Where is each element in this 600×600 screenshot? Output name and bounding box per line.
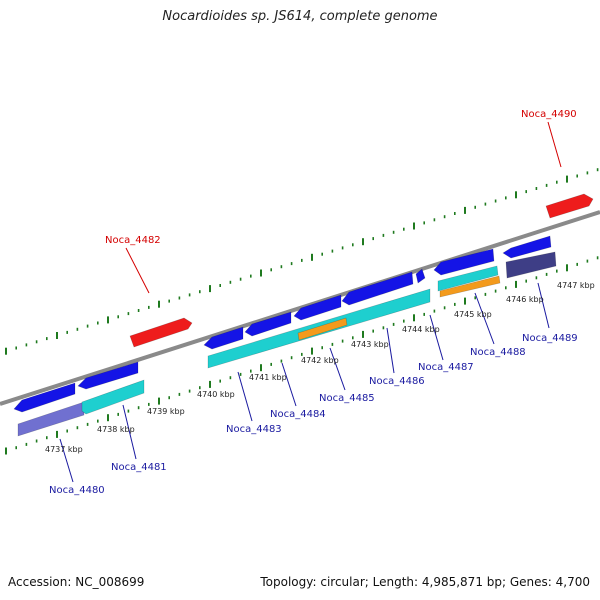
- gene-blue-9[interactable]: [502, 235, 552, 259]
- accession-text: Accession: NC_008699: [8, 575, 145, 589]
- label-noca-4487[interactable]: Noca_4487: [418, 362, 474, 373]
- label-noca-4480[interactable]: Noca_4480: [49, 485, 105, 496]
- label-noca-4483[interactable]: Noca_4483: [226, 424, 282, 435]
- scale-label: 4744 kbp: [402, 325, 440, 334]
- gene-blue-3[interactable]: [203, 326, 244, 350]
- label-noca-4486[interactable]: Noca_4486: [369, 376, 425, 387]
- upper-tick-row: [5, 168, 599, 355]
- leader-noca-4488: [474, 292, 495, 345]
- scale-label: 4745 kbp: [454, 310, 492, 319]
- label-noca-4490[interactable]: Noca_4490: [521, 109, 577, 120]
- gene-blue-6[interactable]: [341, 271, 414, 306]
- gene-blue-5[interactable]: [293, 294, 342, 321]
- scale-label: 4742 kbp: [301, 356, 339, 365]
- lower-tick-row: [5, 256, 599, 455]
- scale-label: 4738 kbp: [97, 425, 135, 434]
- label-noca-4482[interactable]: Noca_4482: [105, 235, 161, 246]
- gene-features: [13, 193, 594, 437]
- scale-label: 4743 kbp: [351, 340, 389, 349]
- gene-noca-4482[interactable]: [129, 317, 193, 348]
- topology-summary: Topology: circular; Length: 4,985,871 bp…: [260, 575, 590, 589]
- leader-noca-4480: [59, 438, 74, 483]
- scale-label: 4740 kbp: [197, 390, 235, 399]
- map-title: Nocardioides sp. JS614, complete genome: [162, 9, 438, 24]
- scale-label: 4741 kbp: [249, 373, 287, 382]
- label-noca-4481[interactable]: Noca_4481: [111, 462, 167, 473]
- leader-noca-4489: [537, 282, 550, 329]
- label-noca-4484[interactable]: Noca_4484: [270, 409, 326, 420]
- gene-noca-4485[interactable]: [297, 317, 348, 341]
- scale-labels: 4737 kbp 4738 kbp 4739 kbp 4740 kbp 4741…: [45, 281, 595, 454]
- gene-noca-4480[interactable]: [17, 401, 85, 437]
- scale-label: 4747 kbp: [557, 281, 595, 290]
- scale-label: 4746 kbp: [506, 295, 544, 304]
- gene-blue-7[interactable]: [415, 268, 426, 284]
- label-leader-lines: [59, 121, 562, 483]
- gene-blue-8[interactable]: [433, 248, 495, 276]
- gene-blue-2[interactable]: [77, 361, 139, 390]
- label-noca-4485[interactable]: Noca_4485: [319, 393, 375, 404]
- gene-noca-4488-orange[interactable]: [439, 275, 501, 298]
- gene-blue-4[interactable]: [244, 311, 292, 337]
- gene-noca-4488-cyan[interactable]: [437, 265, 499, 292]
- gene-noca-4489[interactable]: [505, 251, 557, 279]
- gene-noca-4490[interactable]: [545, 193, 594, 219]
- genome-backbone: [0, 210, 600, 406]
- leader-noca-4481: [122, 404, 137, 460]
- leader-noca-4482: [125, 247, 150, 294]
- label-noca-4488[interactable]: Noca_4488: [470, 347, 526, 358]
- leader-noca-4484: [281, 362, 297, 407]
- leader-noca-4487: [429, 314, 444, 361]
- scale-label: 4737 kbp: [45, 445, 83, 454]
- gene-blue-1[interactable]: [13, 382, 76, 413]
- leader-noca-4490: [547, 121, 562, 168]
- leader-noca-4486: [386, 327, 395, 374]
- leader-noca-4483: [237, 371, 253, 422]
- label-noca-4489[interactable]: Noca_4489: [522, 333, 578, 344]
- leader-noca-4485: [329, 347, 346, 391]
- scale-label: 4739 kbp: [147, 407, 185, 416]
- gene-noca-4481[interactable]: [81, 379, 145, 415]
